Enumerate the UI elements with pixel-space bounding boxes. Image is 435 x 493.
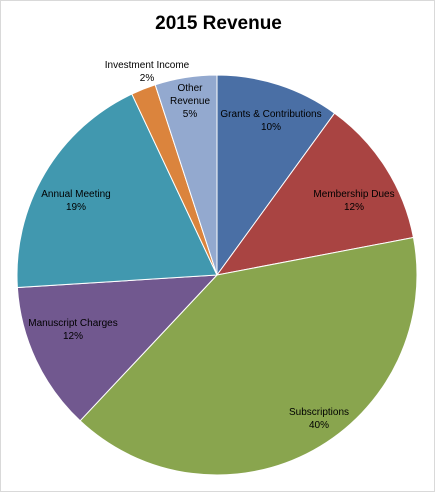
slice-label-other-revenue: Other Revenue 5% [170, 83, 210, 120]
chart-title: 2015 Revenue [155, 13, 282, 34]
slice-percent-other-revenue: 5% [183, 109, 198, 120]
slice-percent-annual-meeting: 19% [66, 202, 86, 213]
pie-slice-annual-meeting [16, 93, 218, 289]
pie-slice-subscriptions [79, 236, 418, 476]
slice-percent-membership-dues: 12% [344, 202, 364, 213]
slice-label-subscriptions: Subscriptions 40% [289, 407, 349, 431]
slice-percent-investment-income: 2% [140, 73, 155, 84]
slice-percent-grants-contributions: 10% [261, 122, 281, 133]
slice-label-membership-dues: Membership Dues 12% [313, 189, 394, 213]
slice-label-investment-income: Investment Income 2% [105, 60, 190, 84]
slice-percent-manuscript-charges: 12% [63, 331, 83, 342]
pie-slice-grants-contributions [216, 74, 336, 277]
slice-label-grants-contributions: Grants & Contributions 10% [220, 109, 321, 133]
pie-slice-membership-dues [215, 112, 415, 276]
pie-slice-other-revenue [154, 74, 218, 276]
slice-label-annual-meeting: Annual Meeting 19% [41, 189, 111, 213]
pie-slice-manuscript-charges [16, 274, 219, 422]
slice-percent-subscriptions: 40% [309, 420, 329, 431]
slice-label-manuscript-charges: Manuscript Charges 12% [28, 318, 117, 342]
